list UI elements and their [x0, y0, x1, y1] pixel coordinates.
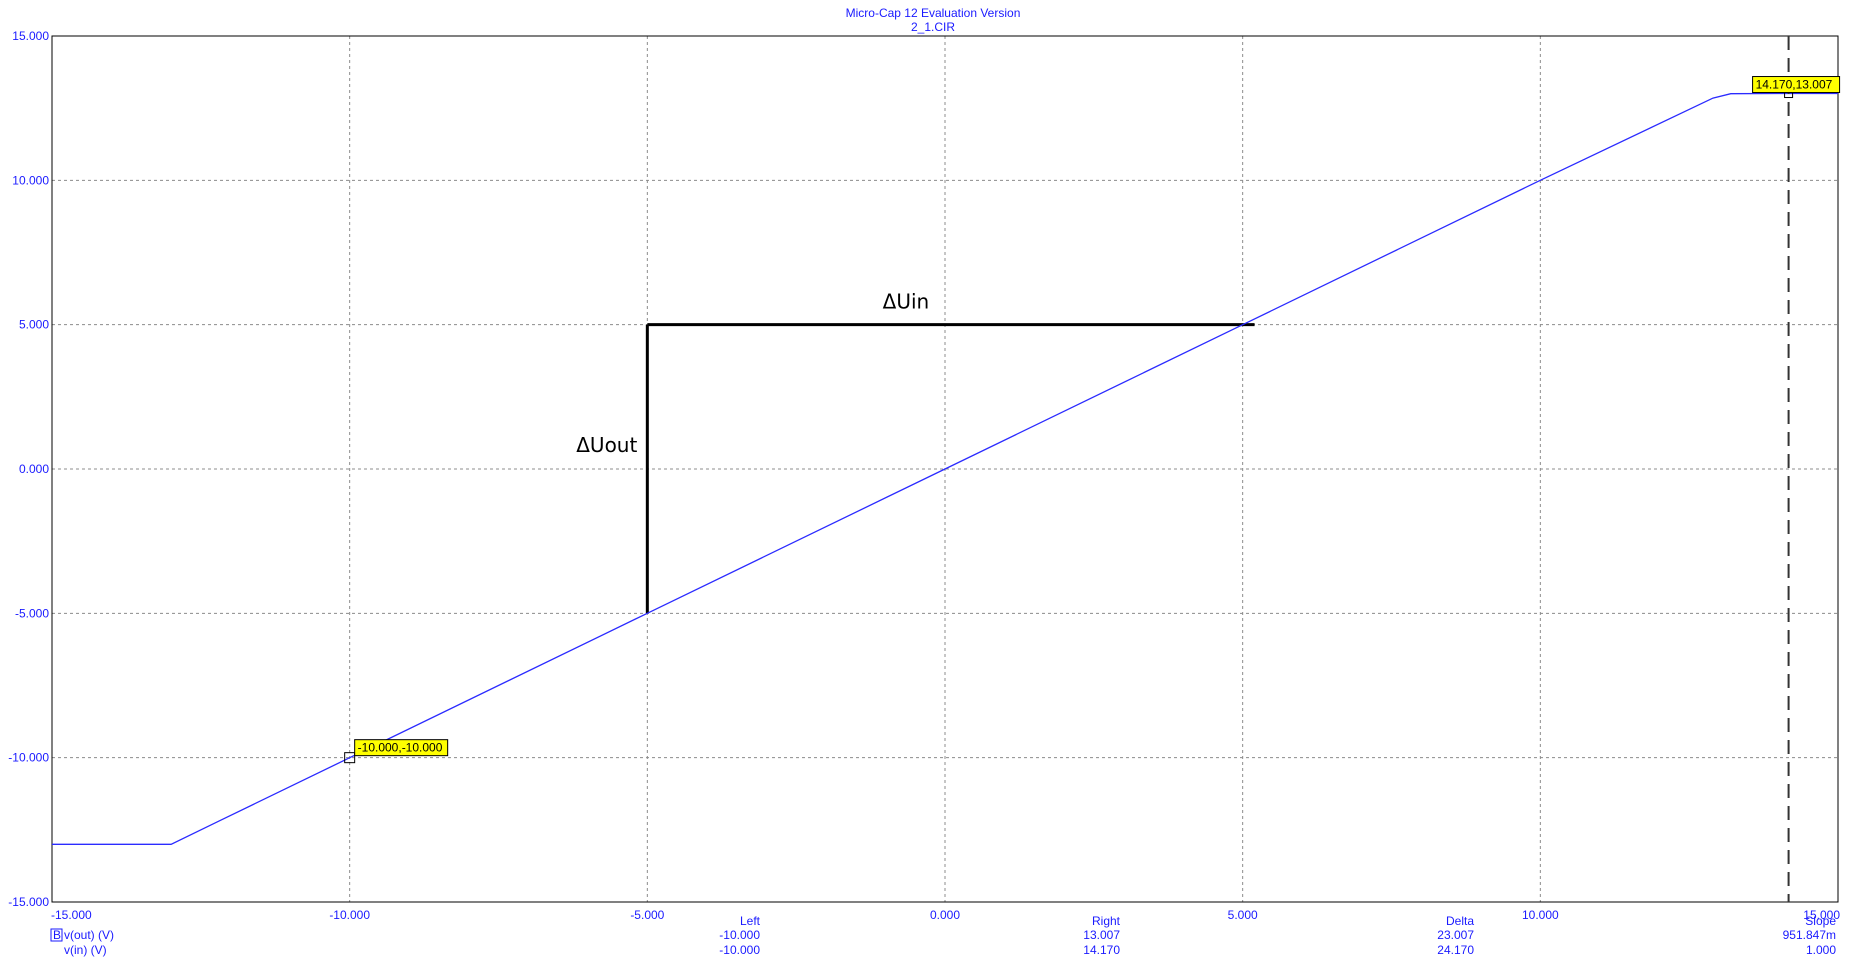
- cursor-table-cell: 14.170: [1083, 943, 1120, 957]
- left-cursor-label: -10.000,-10.000: [358, 741, 443, 755]
- y-tick-label: -5.000: [15, 606, 49, 620]
- cursor-table-header: Slope: [1805, 914, 1836, 928]
- x-tick-label: -15.000: [51, 908, 92, 922]
- annotations: ΔUin ΔUout: [576, 290, 1255, 614]
- tick-labels: -15.000 -10.000 -5.000 0.000 5.000 10.000 15.0…: [8, 29, 1840, 922]
- legend-badge[interactable]: B: [53, 928, 61, 942]
- chart-title: Micro-Cap 12 Evaluation Version: [846, 6, 1021, 20]
- chart-subtitle: 2_1.CIR: [911, 20, 955, 34]
- cursor-table-cell: 1.000: [1806, 943, 1836, 957]
- y-tick-label: 15.000: [12, 29, 49, 43]
- cursor-table: Left Right Delta Slope -10.000 13.007 23.007 95…: [719, 914, 1836, 957]
- x-tick-label: -10.000: [329, 908, 370, 922]
- left-cursor-label-box: [354, 739, 449, 757]
- cursor-layer[interactable]: -10.000,-10.000 14.170,13.007: [344, 36, 1841, 902]
- x-tick-label: 15.000: [1803, 908, 1840, 922]
- cursor-table-cell: 13.007: [1083, 928, 1120, 942]
- cursor-table-cell: -10.000: [719, 943, 760, 957]
- y-tick-label: -15.000: [8, 895, 49, 909]
- cursor-table-cell: 23.007: [1437, 928, 1474, 942]
- right-cursor-label-box: [1752, 76, 1841, 94]
- y-tick-label: 5.000: [19, 318, 49, 332]
- cursor-table-header: Delta: [1446, 914, 1474, 928]
- series-layer: [52, 92, 1838, 845]
- y-tick-label: 0.000: [19, 462, 49, 476]
- legend[interactable]: B v(out) (V) v(in) (V): [50, 928, 114, 957]
- x-tick-label: -5.000: [630, 908, 664, 922]
- delta-in-label: ΔUin: [883, 290, 930, 314]
- right-cursor-label: 14.170,13.007: [1756, 78, 1833, 92]
- cursor-table-cell: 951.847m: [1783, 928, 1836, 942]
- cursor-table-cell: -10.000: [719, 928, 760, 942]
- cursor-table-header: Right: [1092, 914, 1121, 928]
- y-tick-label: -10.000: [8, 751, 49, 765]
- x-tick-label: 10.000: [1522, 908, 1559, 922]
- cursor-table-cell: 24.170: [1437, 943, 1474, 957]
- legend-y-expression[interactable]: v(out) (V): [64, 928, 114, 942]
- legend-x-expression[interactable]: v(in) (V): [64, 943, 107, 957]
- series-line-vout: [52, 92, 1838, 845]
- cursor-table-header: Left: [740, 914, 761, 928]
- x-tick-label: 5.000: [1228, 908, 1258, 922]
- left-cursor-marker[interactable]: [344, 752, 356, 764]
- y-tick-label: 10.000: [12, 173, 49, 187]
- plot-frame: [51, 35, 1839, 903]
- x-tick-label: 0.000: [930, 908, 960, 922]
- delta-out-label: ΔUout: [576, 433, 637, 457]
- legend-badge-box[interactable]: [50, 928, 63, 942]
